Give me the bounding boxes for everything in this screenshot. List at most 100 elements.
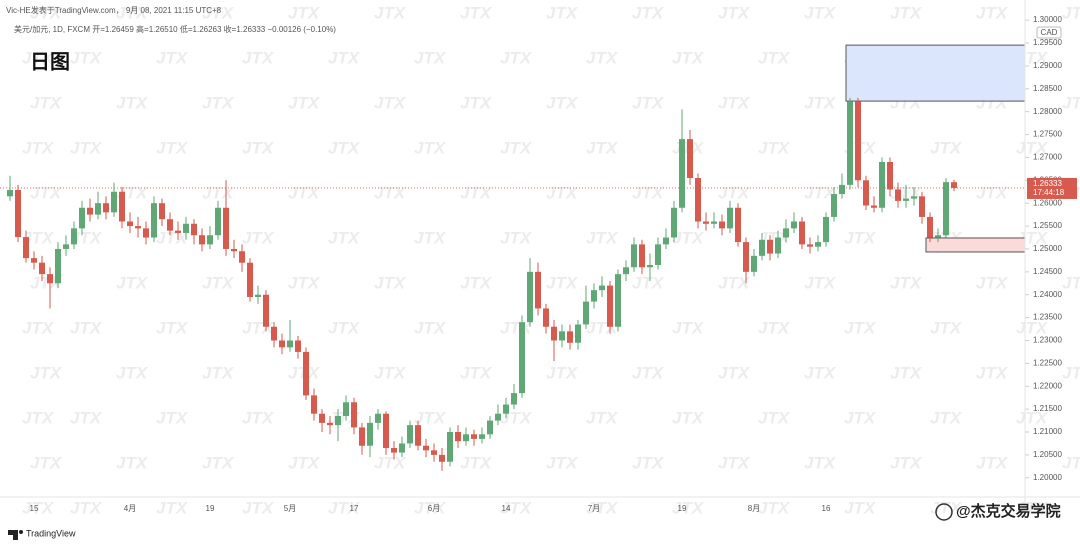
- candle-body: [191, 223, 197, 236]
- candle-body: [663, 237, 669, 245]
- watermark: JTX: [202, 273, 235, 292]
- candle-body: [855, 101, 861, 181]
- candle-body: [559, 331, 565, 341]
- candle-body: [439, 454, 445, 462]
- candle-body: [775, 237, 781, 254]
- watermark: JTX: [976, 3, 1009, 22]
- watermark: JTX: [460, 453, 493, 472]
- watermark: JTX: [30, 273, 63, 292]
- watermark: JTX: [242, 228, 275, 247]
- candle-body: [823, 216, 829, 243]
- y-tick-label: 1.26000: [1033, 198, 1062, 207]
- candle-body: [95, 203, 101, 215]
- candle-body: [759, 239, 765, 256]
- candle-body: [695, 178, 701, 222]
- candle-body: [719, 221, 725, 229]
- watermark: JTX: [586, 48, 619, 67]
- watermark: JTX: [460, 183, 493, 202]
- watermark: JTX: [460, 93, 493, 112]
- watermark: JTX: [672, 408, 705, 427]
- candle-body: [511, 393, 517, 405]
- candle-body: [135, 226, 141, 229]
- y-tick-label: 1.21500: [1033, 404, 1062, 413]
- watermark: JTX: [116, 3, 149, 22]
- candle-body: [495, 413, 501, 421]
- candle-body: [383, 413, 389, 449]
- candle-body: [447, 432, 453, 462]
- candle-body: [623, 267, 629, 275]
- watermark: JTX: [460, 3, 493, 22]
- candle-body: [783, 228, 789, 238]
- candle-body: [15, 189, 21, 238]
- watermark: JTX: [976, 183, 1009, 202]
- watermark: JTX: [242, 318, 275, 337]
- watermark: JTX: [374, 273, 407, 292]
- watermark: JTX: [70, 498, 103, 517]
- candle-body: [63, 244, 69, 249]
- candle-body: [575, 324, 581, 343]
- candle-body: [127, 221, 133, 227]
- candle-body: [223, 207, 229, 249]
- candle-body: [399, 443, 405, 453]
- candle-body: [591, 290, 597, 302]
- candle-body: [847, 101, 853, 185]
- candle-body: [911, 196, 917, 199]
- watermark-layer: JTX JTX JTX JTX JTX JTX JTX JTX JTX JTX JTX JTX JTX J…: [22, 3, 1080, 517]
- candle-body: [71, 228, 77, 245]
- candle-body: [607, 285, 613, 327]
- watermark: JTX: [116, 363, 149, 382]
- candle-body: [519, 322, 525, 394]
- watermark: JTX: [374, 453, 407, 472]
- watermark: JTX: [328, 318, 361, 337]
- candle-body: [903, 198, 909, 201]
- x-tick-label: 8月: [748, 504, 760, 513]
- candle-body: [423, 445, 429, 451]
- watermark: JTX: [22, 48, 55, 67]
- watermark: JTX: [1016, 498, 1049, 517]
- watermark: JTX: [242, 498, 275, 517]
- x-tick-label: 17: [350, 504, 359, 513]
- watermark: JTX: [546, 93, 579, 112]
- watermark: JTX: [758, 318, 791, 337]
- watermark: JTX: [288, 183, 321, 202]
- watermark: JTX: [586, 228, 619, 247]
- y-tick-label: 1.21000: [1033, 427, 1062, 436]
- x-tick-label: 16: [822, 504, 831, 513]
- candle-body: [239, 251, 245, 263]
- watermark: JTX: [890, 363, 923, 382]
- candle-body: [799, 221, 805, 245]
- watermark: JTX: [632, 273, 665, 292]
- watermark: JTX: [70, 408, 103, 427]
- x-tick-label: 7月: [588, 504, 600, 513]
- candle-body: [415, 425, 421, 446]
- candle-body: [167, 219, 173, 231]
- watermark: JTX: [976, 363, 1009, 382]
- watermark: JTX: [328, 138, 361, 157]
- price-tag-label: 1.26333: [1033, 179, 1062, 188]
- candle-body: [791, 221, 797, 229]
- watermark: JTX: [844, 318, 877, 337]
- watermark: JTX: [546, 363, 579, 382]
- candle-body: [255, 294, 261, 298]
- x-tick-label: 19: [206, 504, 215, 513]
- watermark: JTX: [804, 363, 837, 382]
- tradingview-logo: [8, 530, 23, 540]
- watermark: JTX: [242, 408, 275, 427]
- watermark: JTX: [1062, 93, 1080, 112]
- watermark: JTX: [22, 318, 55, 337]
- watermark: JTX: [586, 318, 619, 337]
- candle-body: [303, 351, 309, 396]
- y-tick-label: 1.22000: [1033, 381, 1062, 390]
- candle-body: [615, 274, 621, 327]
- candle-body: [527, 271, 533, 323]
- watermark: JTX: [1016, 318, 1049, 337]
- platform-label: TradingView: [26, 528, 76, 538]
- candle-body: [351, 402, 357, 428]
- candle-body: [479, 434, 485, 439]
- candle-body: [311, 395, 317, 414]
- watermark: JTX: [546, 183, 579, 202]
- watermark: JTX: [844, 408, 877, 427]
- y-tick-label: 1.23500: [1033, 313, 1062, 322]
- timeframe-label: 日图: [30, 50, 70, 73]
- watermark: JTX: [632, 453, 665, 472]
